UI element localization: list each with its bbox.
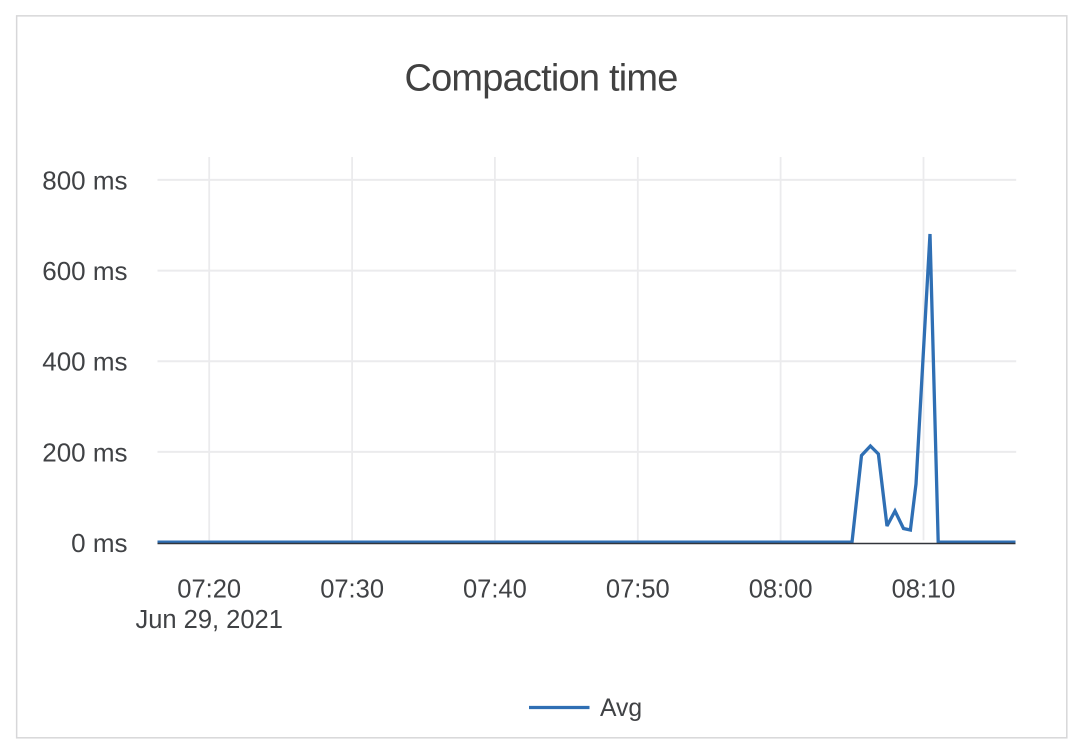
svg-text:07:30: 07:30 bbox=[320, 576, 384, 604]
svg-text:Compaction time: Compaction time bbox=[404, 58, 677, 100]
svg-text:800 ms: 800 ms bbox=[42, 165, 127, 195]
svg-text:0 ms: 0 ms bbox=[71, 528, 127, 558]
svg-text:07:20: 07:20 bbox=[177, 576, 241, 604]
svg-text:07:50: 07:50 bbox=[606, 576, 670, 604]
svg-text:200 ms: 200 ms bbox=[42, 437, 127, 467]
svg-text:600 ms: 600 ms bbox=[42, 256, 127, 286]
svg-text:08:00: 08:00 bbox=[749, 576, 813, 604]
svg-text:400 ms: 400 ms bbox=[42, 347, 127, 377]
svg-text:Jun 29, 2021: Jun 29, 2021 bbox=[135, 606, 282, 634]
svg-text:08:10: 08:10 bbox=[892, 576, 956, 604]
svg-text:Avg: Avg bbox=[600, 695, 642, 722]
svg-text:07:40: 07:40 bbox=[463, 576, 527, 604]
